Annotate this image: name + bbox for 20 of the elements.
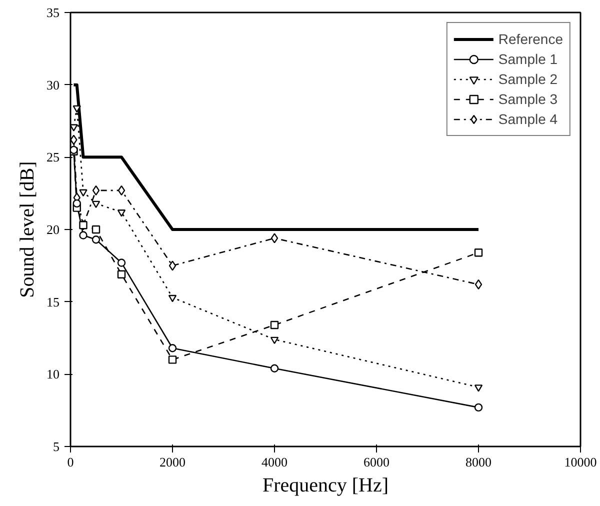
y-tick-label: 25 — [46, 150, 60, 165]
y-tick-label: 15 — [46, 294, 60, 310]
y-tick-label: 20 — [46, 222, 60, 237]
y-axis-title: Sound level [dB] — [16, 161, 38, 298]
x-tick-label: 0 — [67, 454, 74, 470]
x-tick-label: 2000 — [160, 454, 186, 470]
legend-label: Sample 2 — [498, 71, 558, 87]
y-tick-label: 30 — [46, 77, 60, 92]
legend-label: Sample 1 — [498, 51, 558, 67]
x-tick-label: 4000 — [262, 454, 288, 470]
legend-label: Reference — [498, 31, 563, 47]
x-tick-label: 10000 — [564, 454, 597, 470]
y-tick-label: 35 — [46, 5, 60, 20]
y-tick-label: 10 — [46, 366, 60, 382]
x-axis-title: Frequency [Hz] — [262, 474, 389, 496]
x-tick-label: 8000 — [466, 454, 492, 470]
legend-label: Sample 4 — [498, 111, 558, 127]
legend-label: Sample 3 — [498, 91, 558, 107]
x-tick-label: 6000 — [364, 454, 390, 470]
y-tick-label: 5 — [53, 439, 60, 454]
